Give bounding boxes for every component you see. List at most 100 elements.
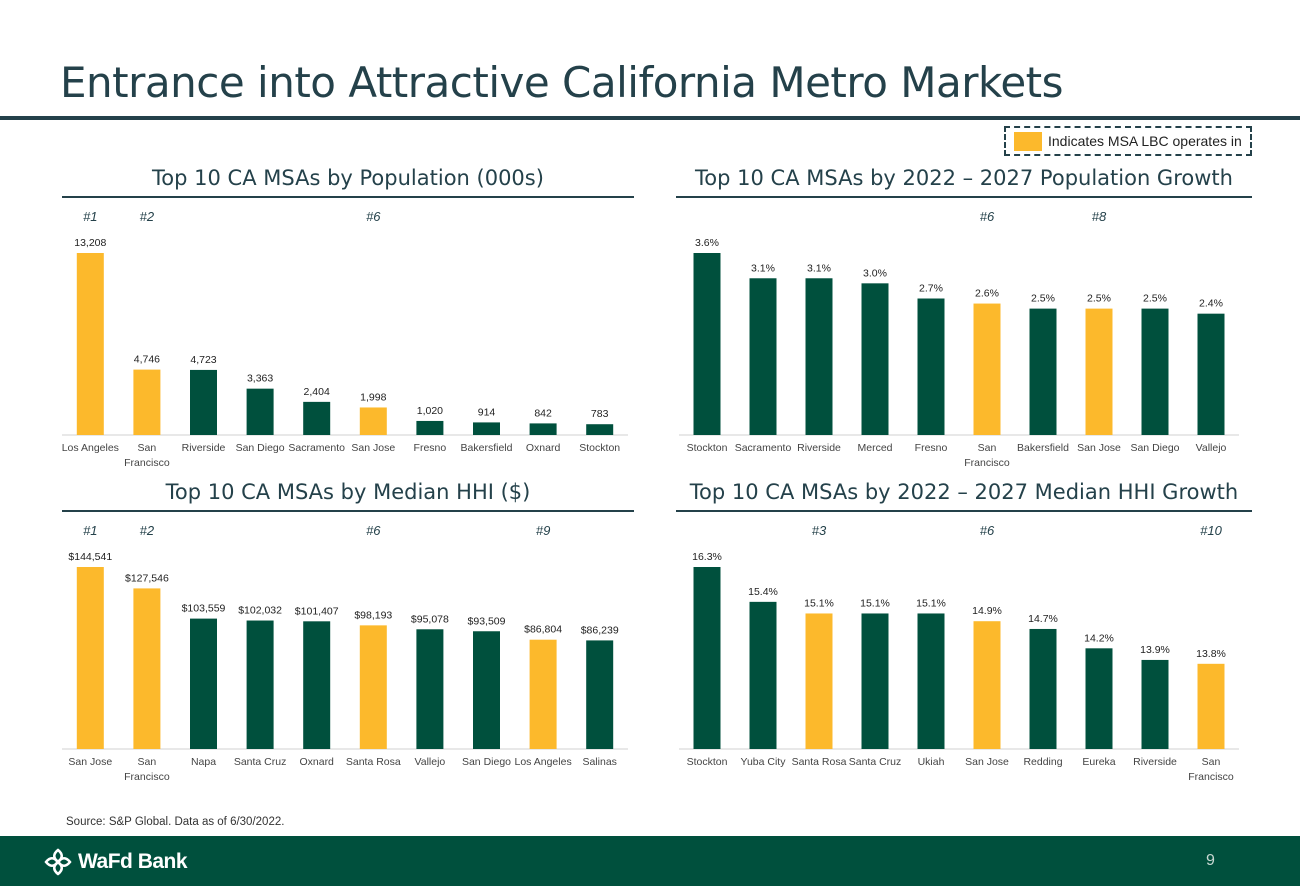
bar <box>1197 313 1225 435</box>
chart-title-hhi-growth: Top 10 CA MSAs by 2022 – 2027 Median HHI… <box>689 480 1239 504</box>
rank-label: #1 <box>83 523 97 538</box>
data-label: 14.9% <box>972 605 1002 617</box>
bar <box>133 588 161 749</box>
category-label: Salinas <box>582 756 616 768</box>
data-label: 14.2% <box>1084 632 1114 644</box>
data-label: 3.0% <box>863 267 887 279</box>
bar <box>190 369 217 435</box>
bar <box>246 620 274 749</box>
category-label: Oxnard <box>299 756 334 768</box>
data-label: 3,363 <box>247 373 273 385</box>
rank-label: #2 <box>140 209 155 224</box>
category-label: Merced <box>857 442 892 454</box>
bar <box>917 298 945 435</box>
bar <box>133 369 161 435</box>
category-label: Bakersfield <box>461 442 513 454</box>
category-label: Los Angeles <box>514 756 571 768</box>
category-label: Stockton <box>687 756 728 768</box>
data-label: 14.7% <box>1028 613 1058 625</box>
data-label: $95,078 <box>411 613 449 625</box>
data-label: $86,239 <box>581 624 619 636</box>
rank-label: #6 <box>366 209 381 224</box>
data-label: 3.6% <box>695 237 719 249</box>
category-label: San Francisco <box>964 442 1010 469</box>
bar <box>416 629 444 749</box>
chart-title-rule-hhi-growth <box>676 510 1252 512</box>
bar <box>190 618 217 749</box>
category-label: San Jose <box>68 756 112 768</box>
data-label: 13.9% <box>1140 644 1170 656</box>
data-label: 2.6% <box>975 288 999 300</box>
bar <box>416 420 444 435</box>
data-label: 2.5% <box>1087 293 1111 305</box>
data-label: 842 <box>534 407 552 419</box>
chart-population: 13,208 Los Angeles #1 4,746 San Francisco #2 4,… <box>62 209 628 469</box>
category-label: Stockton <box>579 442 620 454</box>
bar <box>973 621 1001 749</box>
category-label: Sacramento <box>288 442 345 454</box>
chart-title-rule-pop-growth <box>676 196 1252 198</box>
category-label: San Jose <box>351 442 395 454</box>
category-label: San Francisco <box>1188 756 1234 783</box>
chart-title-rule-population <box>62 196 634 198</box>
bar <box>861 283 889 435</box>
category-label: Riverside <box>797 442 841 454</box>
category-label: Napa <box>191 756 216 768</box>
data-label: $127,546 <box>125 572 169 584</box>
page-number: 9 <box>1206 852 1215 869</box>
bar <box>529 423 557 435</box>
category-label: Santa Rosa <box>346 756 401 768</box>
brand-name: WaFd Bank <box>78 850 188 873</box>
category-label: Ukiah <box>918 756 945 768</box>
data-label: 3.1% <box>751 262 775 274</box>
category-label: Fresno <box>414 442 447 454</box>
data-label: 3.1% <box>807 262 831 274</box>
bar <box>586 424 614 435</box>
category-label: Fresno <box>915 442 948 454</box>
rank-label: #6 <box>980 523 995 538</box>
data-label: 2,404 <box>304 386 330 398</box>
data-label: 15.1% <box>916 597 946 609</box>
category-label: Vallejo <box>1196 442 1227 454</box>
bar <box>693 253 721 435</box>
bar <box>1141 659 1169 749</box>
bar <box>303 401 331 435</box>
data-label: $101,407 <box>295 605 339 617</box>
legend-box: Indicates MSA LBC operates in <box>1004 126 1252 156</box>
rank-label: #2 <box>140 523 155 538</box>
rank-label: #3 <box>812 523 827 538</box>
data-label: 4,723 <box>190 354 216 366</box>
category-label: Sacramento <box>735 442 792 454</box>
category-label: San Jose <box>965 756 1009 768</box>
category-label: Redding <box>1023 756 1062 768</box>
data-label: 13.8% <box>1196 648 1226 660</box>
data-label: 783 <box>591 408 609 420</box>
data-label: 15.1% <box>860 597 890 609</box>
bar <box>861 613 889 749</box>
bar <box>693 567 721 749</box>
bar <box>76 253 104 435</box>
category-label: Riverside <box>1133 756 1177 768</box>
title-divider <box>0 116 1300 120</box>
bar <box>246 388 274 435</box>
data-label: 1,998 <box>360 391 386 403</box>
page-title: Entrance into Attractive California Metr… <box>60 58 1064 107</box>
category-label: Santa Cruz <box>234 756 287 768</box>
rank-label: #1 <box>83 209 97 224</box>
chart-title-population: Top 10 CA MSAs by Population (000s) <box>152 166 544 190</box>
category-label: Santa Cruz <box>849 756 902 768</box>
bar <box>473 631 500 749</box>
bar <box>1085 308 1113 435</box>
category-label: Bakersfield <box>1017 442 1069 454</box>
bar <box>529 639 557 749</box>
chart-hhi-growth: 16.3% Stockton 15.4% Yuba City 15.1% Santa Ro… <box>679 523 1239 783</box>
category-label: Santa Rosa <box>792 756 847 768</box>
source-note: Source: S&P Global. Data as of 6/30/2022… <box>66 816 285 828</box>
bar <box>1141 308 1169 435</box>
category-label: San Jose <box>1077 442 1121 454</box>
bar <box>805 613 833 749</box>
chart-hhi: $144,541 San Jose #1 $127,546 San Francisco #2… <box>62 523 628 783</box>
legend-swatch <box>1014 131 1042 151</box>
chart-title-rule-hhi <box>62 510 634 512</box>
data-label: 2.5% <box>1031 293 1055 305</box>
